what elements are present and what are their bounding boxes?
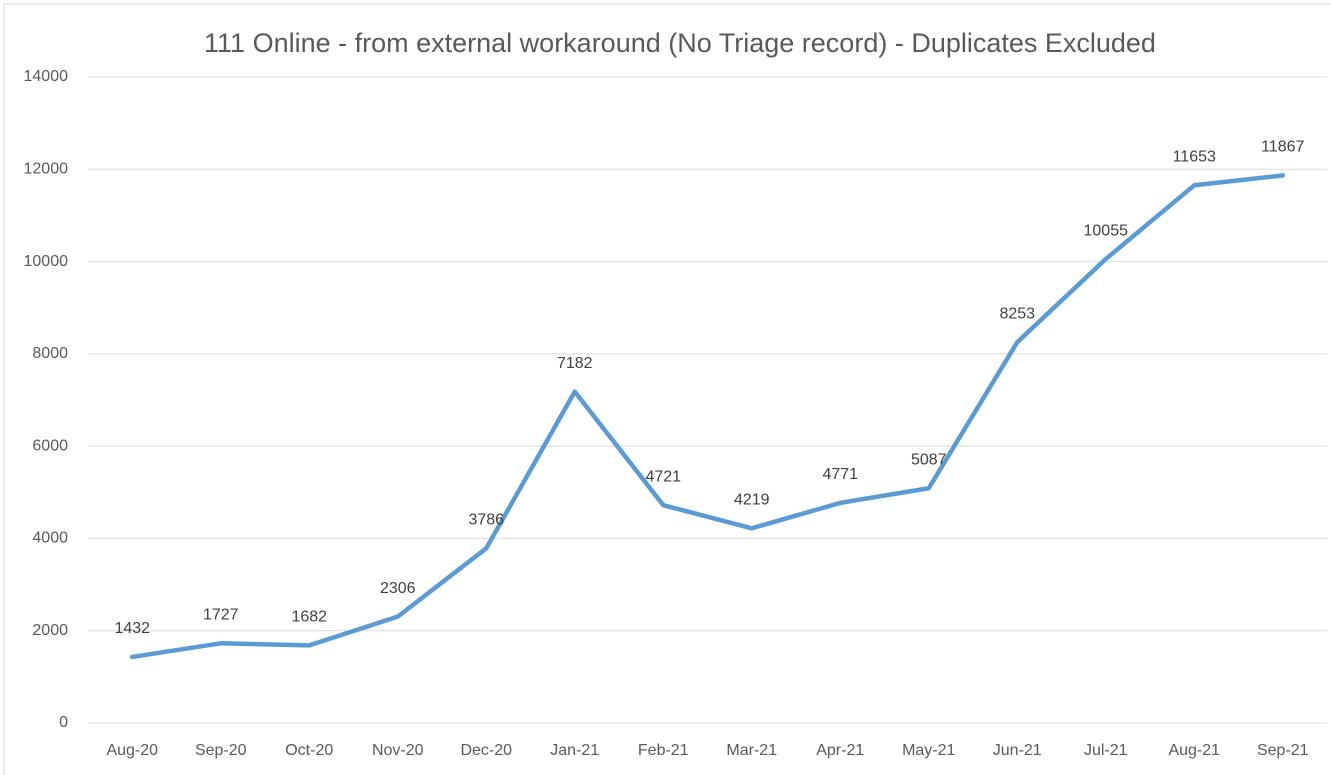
data-label: 7182 — [557, 355, 593, 372]
y-tick-label: 10000 — [24, 253, 69, 270]
data-label: 11653 — [1173, 149, 1216, 166]
data-label: 4721 — [645, 468, 681, 485]
data-label: 11867 — [1261, 139, 1304, 156]
x-tick-label: Apr-21 — [816, 742, 864, 759]
data-label: 8253 — [999, 305, 1035, 322]
x-tick-label: Nov-20 — [372, 742, 424, 759]
x-tick-label: Aug-21 — [1168, 742, 1220, 759]
data-label: 10055 — [1084, 222, 1129, 239]
data-label: 1682 — [291, 609, 327, 626]
y-tick-label: 14000 — [24, 68, 69, 85]
chart-title: 111 Online - from external workaround (N… — [204, 28, 1156, 58]
data-label: 5087 — [911, 451, 947, 468]
y-tick-label: 6000 — [32, 437, 68, 454]
x-tick-label: Sep-21 — [1257, 742, 1309, 759]
x-tick-label: Aug-20 — [106, 742, 158, 759]
x-tick-label: Sep-20 — [195, 742, 247, 759]
data-line — [130, 173, 1285, 660]
data-label: 4771 — [822, 466, 858, 483]
y-tick-label: 12000 — [24, 161, 69, 178]
y-tick-label: 0 — [59, 714, 68, 731]
x-tick-label: Feb-21 — [638, 742, 689, 759]
y-tick-label: 2000 — [32, 622, 68, 639]
x-tick-label: May-21 — [902, 742, 955, 759]
x-tick-label: Mar-21 — [726, 742, 777, 759]
x-tick-label: Jan-21 — [550, 742, 599, 759]
x-tick-label: Jun-21 — [993, 742, 1042, 759]
y-tick-label: 8000 — [32, 345, 68, 362]
y-tick-label: 4000 — [32, 530, 68, 547]
chart-frame — [3, 3, 1331, 775]
x-tick-label: Dec-20 — [460, 742, 512, 759]
data-label: 1432 — [114, 620, 150, 637]
x-tick-label: Oct-20 — [285, 742, 333, 759]
data-label: 4219 — [734, 492, 770, 509]
x-tick-label: Jul-21 — [1084, 742, 1128, 759]
data-label: 2306 — [380, 580, 416, 597]
data-label: 1727 — [203, 607, 239, 624]
data-label: 3786 — [468, 512, 504, 529]
